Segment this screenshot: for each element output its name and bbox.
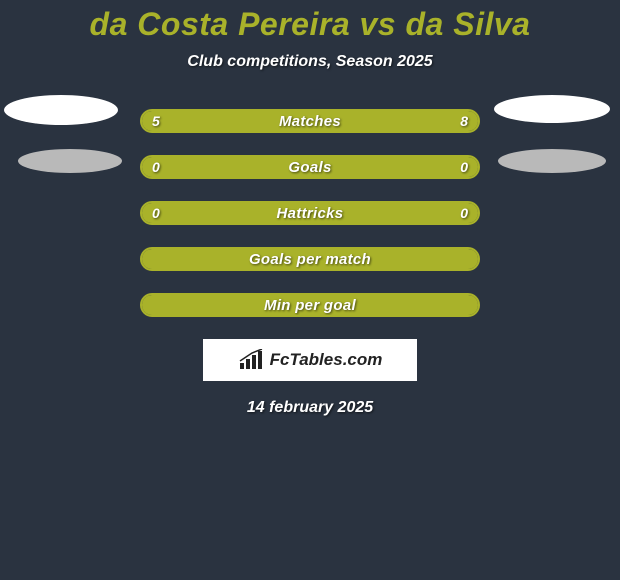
player-photo-left-2 xyxy=(18,149,122,173)
stat-label: Hattricks xyxy=(142,203,478,223)
stat-bar-min-per-goal: Min per goal xyxy=(140,293,480,317)
stat-label: Goals per match xyxy=(142,249,478,269)
player-photo-left-1 xyxy=(4,95,118,125)
stat-bar-goals-per-match: Goals per match xyxy=(140,247,480,271)
subtitle: Club competitions, Season 2025 xyxy=(0,53,620,71)
stat-label: Matches xyxy=(142,111,478,131)
page-title: da Costa Pereira vs da Silva xyxy=(0,6,620,43)
comparison-widget: da Costa Pereira vs da Silva Club compet… xyxy=(0,0,620,417)
stat-bar-goals: 0 0 Goals xyxy=(140,155,480,179)
player-photo-right-2 xyxy=(498,149,606,173)
player-photo-right-1 xyxy=(494,95,610,123)
brand-text: FcTables.com xyxy=(270,350,383,370)
stat-label: Goals xyxy=(142,157,478,177)
brand-badge[interactable]: FcTables.com xyxy=(203,339,417,381)
stats-block: 5 8 Matches 0 0 Goals 0 0 Hattricks Goal… xyxy=(0,109,620,417)
date-label: 14 february 2025 xyxy=(0,399,620,417)
stat-bar-hattricks: 0 0 Hattricks xyxy=(140,201,480,225)
stat-label: Min per goal xyxy=(142,295,478,315)
bar-chart-icon xyxy=(238,349,264,371)
stat-bar-matches: 5 8 Matches xyxy=(140,109,480,133)
